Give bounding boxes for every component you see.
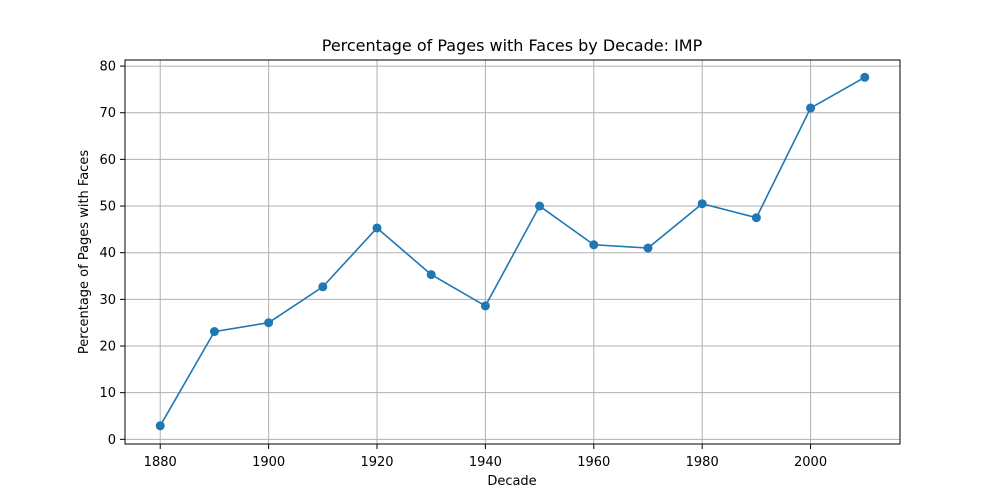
chart-title: Percentage of Pages with Faces by Decade…	[322, 36, 703, 55]
data-point-1940	[480, 301, 490, 311]
series-line	[159, 76, 866, 427]
series-group	[155, 72, 870, 431]
y-tick-label: 80	[99, 60, 116, 75]
data-point-2000	[806, 103, 816, 113]
data-point-1950	[535, 201, 545, 211]
y-tick-label: 30	[99, 293, 116, 308]
plot-area-frame	[124, 59, 901, 445]
grid	[125, 60, 900, 444]
data-point-1890	[209, 327, 219, 337]
x-tick-label: 2000	[794, 455, 827, 470]
data-point-1910	[318, 282, 328, 292]
y-tick-label: 20	[99, 340, 116, 355]
data-point-2010	[860, 72, 870, 82]
data-point-1920	[372, 223, 382, 233]
x-tick-label: 1980	[686, 455, 719, 470]
x-tick-label: 1880	[144, 455, 177, 470]
data-point-1970	[643, 243, 653, 253]
y-tick-label: 70	[99, 106, 116, 121]
y-axis-ticks: 0 10 20 30 40 50 60 70 80	[99, 60, 125, 448]
x-axis-ticks: 1880 1900 1920 1940 1960 1980 2000	[144, 444, 827, 470]
y-tick-label: 10	[99, 386, 116, 401]
y-tick-label: 40	[99, 246, 116, 261]
y-tick-label: 0	[108, 433, 116, 448]
y-axis-label: Percentage of Pages with Faces	[77, 150, 92, 354]
y-tick-label: 50	[99, 200, 116, 215]
x-axis-label: Decade	[487, 474, 536, 489]
data-point-1960	[589, 240, 599, 250]
data-point-1930	[426, 270, 436, 280]
data-point-1980	[697, 199, 707, 209]
x-tick-label: 1960	[577, 455, 610, 470]
x-tick-label: 1900	[252, 455, 285, 470]
x-tick-label: 1920	[360, 455, 393, 470]
y-tick-label: 60	[99, 153, 116, 168]
data-point-1880	[155, 421, 165, 431]
data-point-1990	[751, 213, 761, 223]
data-point-1900	[264, 318, 274, 328]
x-tick-label: 1940	[469, 455, 502, 470]
